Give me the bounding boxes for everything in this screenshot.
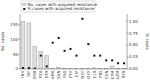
y2-tick-label: 0.75 — [129, 31, 138, 36]
point — [111, 59, 113, 61]
point — [105, 59, 107, 61]
x-tick-label: CIP — [74, 70, 79, 77]
x-tick-label: RIF — [26, 70, 31, 77]
point — [40, 55, 42, 57]
x-tick-label: PTO — [98, 71, 103, 79]
point — [123, 62, 125, 64]
point — [28, 67, 30, 69]
x-tick-label: OFX — [86, 70, 91, 78]
plot-area — [21, 18, 126, 69]
point — [99, 55, 101, 57]
x-tick-label: MXF — [80, 70, 85, 79]
x-tick-label: CLR — [92, 70, 97, 78]
y-tick — [19, 54, 21, 55]
bar — [110, 66, 114, 69]
x-tick-label: AZM — [115, 70, 120, 79]
y-tick — [19, 69, 21, 70]
y-tick-label: 50 — [13, 52, 19, 57]
legend-swatch — [23, 3, 27, 6]
y2-tick-label: 1.00 — [129, 19, 138, 24]
point — [75, 55, 77, 57]
x-axis-line — [20, 69, 127, 70]
bar — [45, 56, 49, 69]
x-tick-label: CSN — [104, 70, 109, 78]
point — [70, 48, 72, 50]
bar — [27, 23, 31, 69]
x-tick-label: PAS — [62, 70, 67, 78]
x-tick-label: PZA — [38, 70, 43, 78]
y2-axis-line — [127, 14, 128, 69]
y2-axis-label: % cases — [145, 33, 150, 49]
x-tick-label: RFB — [121, 70, 126, 78]
y2-tick-label: 0.25 — [129, 54, 138, 59]
legend-swatch — [23, 8, 25, 10]
y-tick-label: 100 — [10, 37, 18, 42]
x-tick-label: INH — [20, 71, 25, 78]
bar — [33, 47, 37, 69]
bar — [21, 21, 25, 69]
point — [52, 42, 54, 44]
y-tick — [19, 24, 21, 25]
y-tick-label: 150 — [10, 22, 18, 27]
x-tick-label: ETH — [68, 71, 73, 79]
y-axis-line — [20, 14, 21, 69]
point — [58, 37, 60, 39]
y2-tick-label: 0.00 — [129, 66, 138, 71]
point — [22, 67, 24, 69]
y-axis-label: No. cases — [0, 32, 5, 51]
chart: 0 50 100 150 0.00 0.25 0.50 0.75 1.00 INHRIFEMBPZ… — [0, 0, 150, 83]
point — [46, 65, 48, 67]
legend: No. cases with acquired resistance% case… — [21, 1, 97, 12]
point — [117, 62, 119, 64]
x-tick-label: KAN — [56, 70, 61, 78]
x-tick-label: CPM — [110, 70, 115, 79]
y2-tick-label: 0.50 — [129, 42, 138, 47]
point — [64, 50, 66, 52]
legend-label: % cases with acquired resistance — [28, 6, 95, 11]
y-tick-label: 0 — [15, 66, 18, 71]
x-tick-label: EMB — [32, 70, 37, 79]
point — [87, 43, 89, 45]
point — [93, 55, 95, 57]
y-tick — [19, 39, 21, 40]
bar — [39, 51, 43, 69]
point — [81, 18, 83, 20]
x-tick-label: STR — [44, 70, 49, 78]
x-tick-label: AMK — [50, 70, 55, 79]
